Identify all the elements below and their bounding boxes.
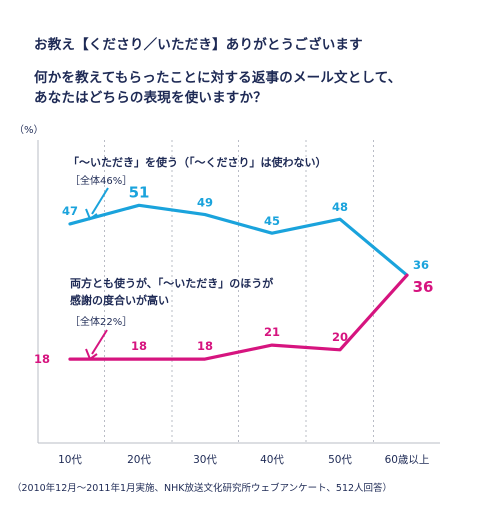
series-1-total: ［全体46%］ — [70, 174, 132, 187]
series-1-pointer-head — [85, 208, 98, 221]
page-title: お教え【くださり／いただき】ありがとうございます — [34, 37, 363, 53]
line-chart: （%） 10代 20代 30代 40代 50代 60歳以上 47 51 49 45 48 36 18 18 1… — [14, 124, 440, 466]
data-label-magenta: 20 — [332, 330, 348, 344]
series-2-pointer — [91, 329, 108, 355]
series-line-2 — [68, 273, 409, 361]
question-line-1: 何かを教えてもらったことに対する返事のメール文として、 — [34, 70, 402, 86]
x-tick-label: 30代 — [193, 454, 217, 466]
data-label-cyan: 48 — [332, 200, 348, 214]
survey-footnote: （2010年12月～2011年1月実施、NHK放送文化研究所ウェブアンケート、5… — [12, 483, 393, 494]
x-tick-label: 20代 — [127, 454, 151, 466]
data-label-magenta: 36 — [413, 278, 434, 296]
series-line-1 — [68, 203, 409, 277]
series-2-name-line-1: 両方とも使うが、「～いただき」のほうが — [70, 276, 273, 290]
y-axis-unit: （%） — [14, 124, 44, 136]
series-2-name-line-2: 感謝の度合いが高い — [70, 293, 169, 307]
data-label-cyan: 51 — [129, 183, 150, 201]
x-tick-label: 10代 — [58, 454, 82, 466]
series-1-pointer — [91, 187, 109, 215]
data-label-magenta: 18 — [131, 339, 147, 353]
data-label-cyan: 49 — [197, 196, 213, 210]
data-label-magenta: 21 — [264, 325, 280, 339]
data-label-cyan: 47 — [62, 204, 78, 218]
series-1-name: 「～いただき」を使う（「～くださり」は使わない） — [68, 155, 327, 169]
question-line-2: あなたはどちらの表現を使いますか？ — [34, 90, 267, 106]
data-label-magenta: 18 — [197, 339, 213, 353]
data-label-magenta: 18 — [34, 352, 50, 366]
series-2-pointer-head — [85, 348, 98, 361]
x-tick-label: 40代 — [260, 454, 284, 466]
data-label-cyan: 45 — [264, 214, 280, 228]
x-tick-label: 60歳以上 — [385, 454, 430, 466]
series-2-total: ［全体22%］ — [70, 315, 132, 328]
x-tick-label: 50代 — [328, 454, 352, 466]
data-label-cyan: 36 — [413, 258, 429, 272]
